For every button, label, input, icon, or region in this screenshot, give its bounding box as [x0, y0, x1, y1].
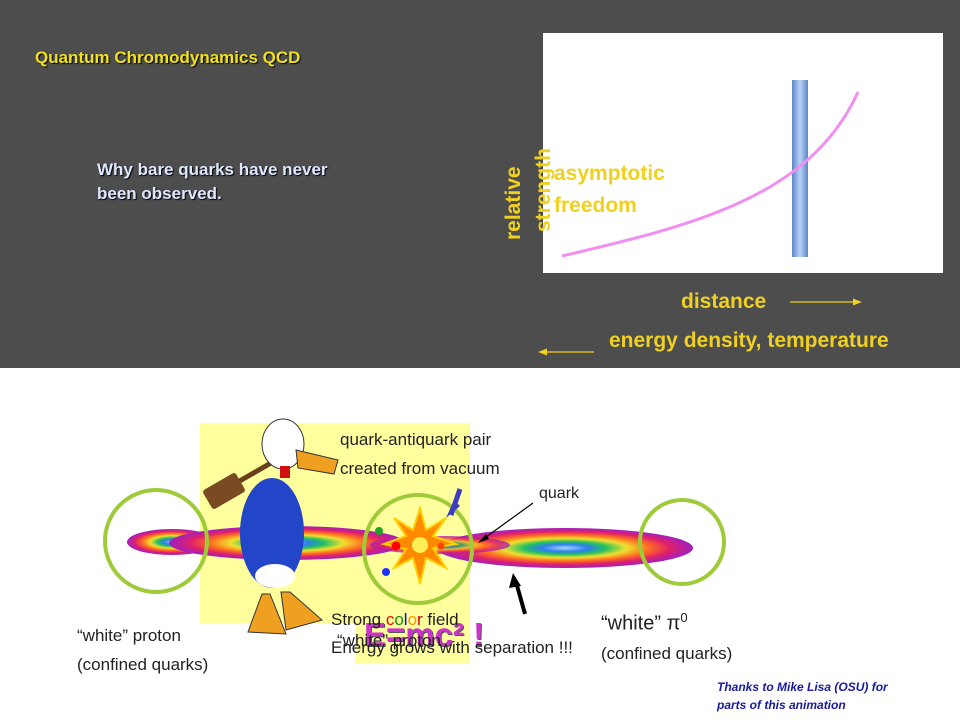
color-letter-r: r	[417, 610, 423, 629]
quark-red	[391, 541, 401, 551]
graph-frame	[543, 33, 943, 273]
y-axis-label-relative: relative	[502, 166, 525, 240]
color-letter-c: c	[385, 610, 395, 629]
transition-bar	[792, 80, 808, 257]
energy-density-label: energy density, temperature	[609, 329, 889, 352]
quark-pointer-head	[478, 534, 489, 543]
credits: Thanks to Mike Lisa (OSU) for parts of t…	[717, 680, 888, 712]
field-arrowhead	[509, 573, 521, 588]
burst-core	[412, 537, 428, 553]
pair-arrowhead	[446, 500, 460, 518]
white-proton-center-label: “white” proton	[337, 631, 441, 650]
field-word-field: field	[422, 610, 459, 629]
curve-label-freedom: freedom	[554, 194, 637, 217]
field-word-strong: Strong	[331, 610, 386, 629]
flux-tube-right	[437, 528, 693, 568]
strength-curve	[561, 91, 860, 258]
right-hadron-ring	[638, 498, 726, 586]
left-hadron-ring	[103, 488, 209, 594]
curve-label-asymptotic: asymptotic	[554, 162, 665, 185]
emc-label: E=mc² !	[364, 616, 485, 653]
slide-title: Quantum Chromodynamics QCD	[35, 48, 301, 67]
pair-label-line2: created from vacuum	[340, 459, 500, 478]
left-hadron-label-line2: (confined quarks)	[77, 655, 209, 674]
color-letter-l: l	[403, 610, 408, 629]
color-letter-o2: o	[407, 610, 418, 629]
x-axis-label: distance	[681, 290, 767, 313]
pair-label-line1: quark-antiquark pair	[340, 430, 492, 449]
pion-label: “white” π	[601, 612, 681, 635]
quark-green	[375, 527, 383, 535]
field-label-line2: Energy grows with separation !!!	[331, 638, 573, 657]
quark-pointer	[481, 502, 534, 541]
color-letter-o: o	[394, 610, 404, 629]
antiquark	[437, 542, 445, 550]
right-hadron-label-line1: “white” π0	[601, 604, 688, 638]
left-hadron-label-line1: “white” proton	[77, 626, 181, 645]
qcd-diagram	[103, 418, 726, 663]
energy-arrowhead	[538, 348, 547, 356]
field-label-line1: Strong color field	[331, 606, 459, 634]
duck-cartoon	[203, 418, 339, 635]
quark-label: quark	[539, 485, 580, 502]
distance-arrowhead	[853, 298, 862, 306]
field-arrow	[514, 581, 527, 615]
pion-superscript: 0	[680, 610, 688, 625]
right-hadron-label-line2: (confined quarks)	[601, 644, 733, 663]
slide-subtitle: Why bare quarks have never been observed…	[97, 160, 328, 203]
strength-graph	[538, 33, 943, 356]
center-hadron-ring	[362, 493, 474, 605]
quark-blue	[382, 568, 390, 576]
